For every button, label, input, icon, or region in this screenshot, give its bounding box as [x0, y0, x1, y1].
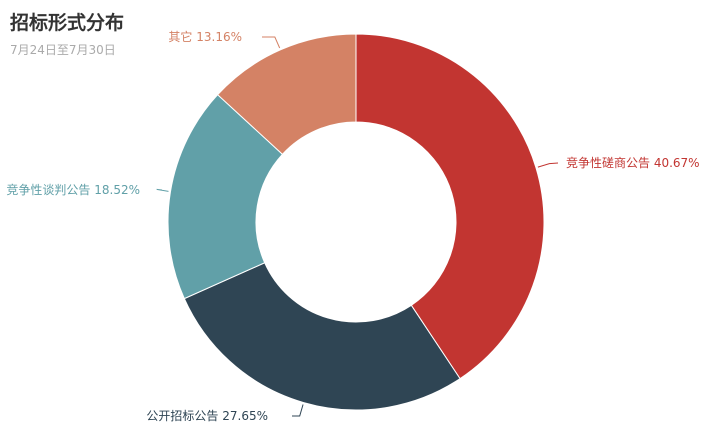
leader-line-3	[261, 36, 281, 49]
leader-line-1	[291, 404, 304, 417]
slice-0[interactable]	[355, 33, 545, 380]
chart-subtitle: 7月24日至7月30日	[10, 43, 116, 57]
slice-label-2: 竞争性谈判公告 18.52%	[6, 183, 140, 197]
labels-group: 竞争性磋商公告 40.67% 公开招标公告 27.65% 竞争性谈判公告 18.52…	[6, 29, 699, 423]
slice-label-1: 公开招标公告 27.65%	[146, 409, 268, 423]
slice-3[interactable]	[216, 33, 357, 155]
slice-label-0: 竞争性磋商公告 40.67%	[566, 155, 700, 170]
slice-label-3: 其它 13.16%	[168, 29, 242, 44]
leader-line-2	[156, 188, 169, 192]
slices-group	[167, 33, 545, 411]
leader-line-0	[537, 162, 559, 168]
slice-1[interactable]	[183, 262, 461, 411]
slice-2[interactable]	[167, 93, 284, 300]
chart-title: 招标形式分布	[10, 12, 125, 34]
